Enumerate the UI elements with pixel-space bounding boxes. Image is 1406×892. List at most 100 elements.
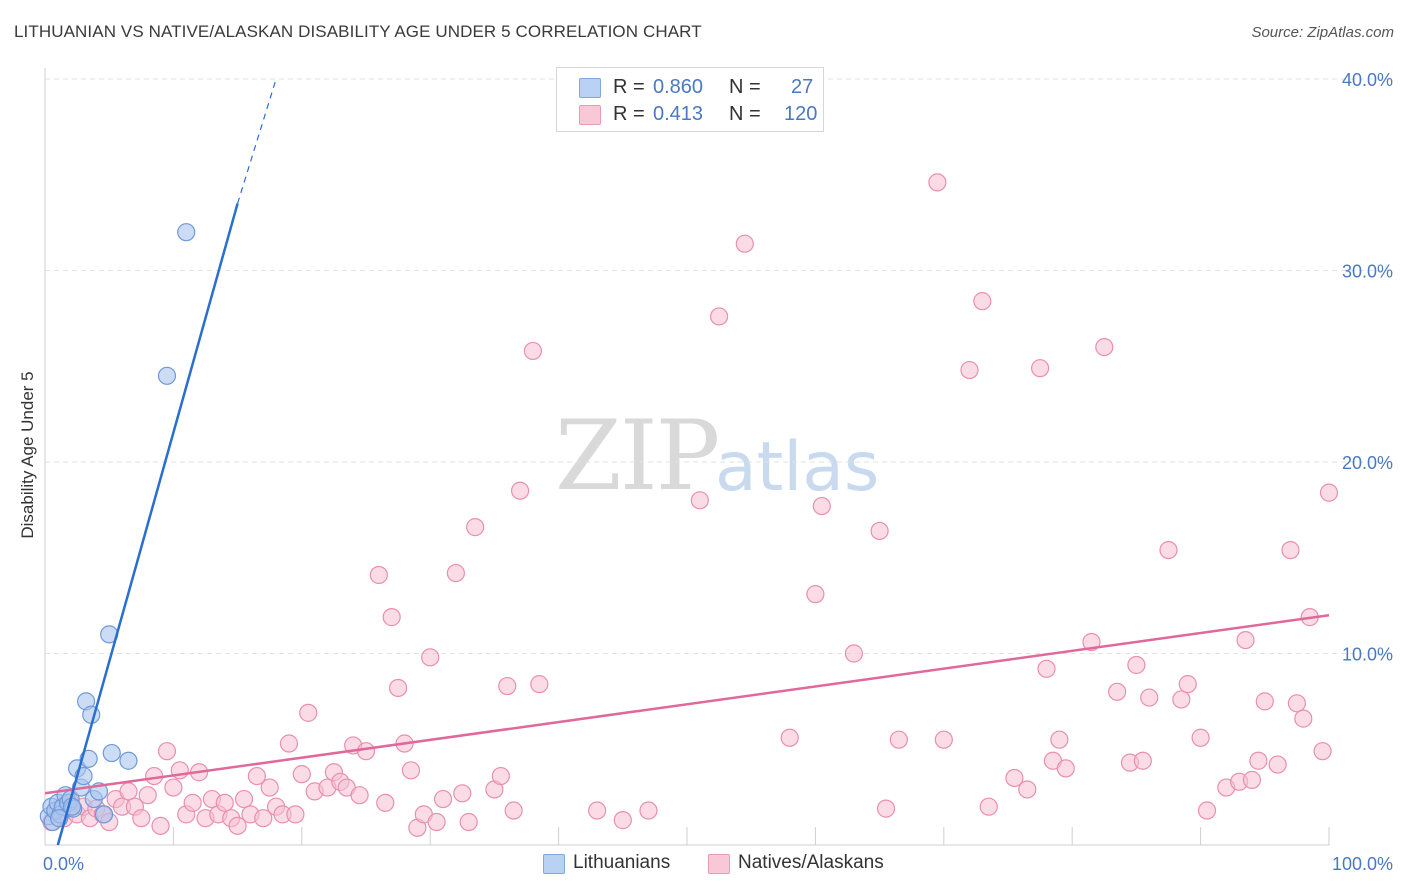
data-point-native-alaskan bbox=[1030, 359, 1050, 378]
data-point-native-alaskan bbox=[1127, 655, 1146, 675]
data-point-native-alaskan bbox=[1287, 694, 1307, 713]
data-point-native-alaskan bbox=[1236, 630, 1255, 650]
legend-n-value: 120 bbox=[784, 103, 818, 125]
data-point-native-alaskan bbox=[382, 608, 401, 627]
data-point-native-alaskan bbox=[709, 307, 729, 326]
data-point-native-alaskan bbox=[1249, 751, 1268, 770]
data-point-native-alaskan bbox=[427, 812, 446, 832]
trend-line-natives bbox=[44, 613, 1330, 795]
data-point-native-alaskan bbox=[350, 786, 369, 805]
data-point-native-alaskan bbox=[973, 292, 992, 311]
natives-alaskans-points bbox=[42, 173, 1339, 837]
data-point-native-alaskan bbox=[780, 728, 799, 747]
data-point-native-alaskan bbox=[510, 481, 530, 500]
data-point-native-alaskan bbox=[1133, 751, 1152, 770]
data-point-native-alaskan bbox=[234, 789, 254, 809]
data-point-native-alaskan bbox=[119, 782, 138, 801]
data-point-native-alaskan bbox=[934, 730, 953, 749]
data-point-native-alaskan bbox=[1159, 540, 1178, 560]
data-point-native-alaskan bbox=[1095, 338, 1114, 357]
data-point-native-alaskan bbox=[1140, 688, 1159, 707]
data-point-lithuanian bbox=[119, 751, 138, 770]
data-point-native-alaskan bbox=[459, 812, 478, 832]
source-credit: Source: ZipAtlas.com bbox=[1251, 24, 1394, 41]
data-point-native-alaskan bbox=[639, 801, 658, 820]
data-point-native-alaskan bbox=[164, 778, 183, 797]
data-point-native-alaskan bbox=[466, 518, 485, 537]
data-point-native-alaskan bbox=[530, 675, 549, 694]
data-point-native-alaskan bbox=[1294, 709, 1313, 728]
legend-swatch-pink bbox=[579, 105, 601, 125]
trend-line-lithuanians bbox=[56, 203, 239, 846]
trend-line-lithuanians-extension bbox=[237, 78, 277, 204]
data-point-native-alaskan bbox=[960, 360, 979, 380]
data-point-native-alaskan bbox=[389, 678, 408, 698]
watermark-zip: ZIP bbox=[555, 400, 720, 512]
data-point-native-alaskan bbox=[690, 491, 709, 510]
legend-swatch-pink bbox=[708, 854, 730, 874]
y-tick-label: 10.0% bbox=[1342, 645, 1393, 665]
legend-label-natives: Natives/Alaskans bbox=[738, 852, 884, 873]
data-point-native-alaskan bbox=[928, 173, 947, 192]
watermark-atlas: atlas bbox=[715, 428, 880, 507]
data-point-native-alaskan bbox=[260, 778, 279, 797]
axis-labels: 10.0% 20.0% 30.0% 40.0% 0.0% 100.0% Disability… bbox=[18, 70, 1393, 874]
y-tick-label: 30.0% bbox=[1342, 262, 1393, 282]
legend-n-value: 27 bbox=[791, 76, 814, 98]
data-point-lithuanian bbox=[157, 366, 177, 385]
data-point-lithuanian bbox=[177, 223, 196, 242]
data-point-native-alaskan bbox=[401, 761, 421, 780]
data-point-native-alaskan bbox=[1191, 728, 1210, 747]
data-point-native-alaskan bbox=[1172, 690, 1191, 709]
grid-lines bbox=[45, 78, 1390, 654]
data-point-native-alaskan bbox=[735, 234, 754, 253]
data-point-native-alaskan bbox=[292, 765, 311, 784]
data-point-native-alaskan bbox=[453, 784, 472, 803]
x-tick-label: 100.0% bbox=[1332, 854, 1393, 874]
data-point-native-alaskan bbox=[1242, 770, 1262, 789]
data-point-native-alaskan bbox=[286, 805, 305, 824]
data-point-native-alaskan bbox=[876, 799, 896, 818]
lithuanians-points bbox=[39, 223, 196, 832]
data-point-native-alaskan bbox=[183, 793, 202, 812]
correlation-legend: R = 0.860 N = 27 R = 0.413 N = 120 bbox=[556, 67, 824, 132]
data-point-native-alaskan bbox=[446, 563, 465, 583]
data-point-native-alaskan bbox=[870, 521, 889, 541]
data-point-native-alaskan bbox=[369, 565, 388, 585]
data-point-native-alaskan bbox=[151, 816, 170, 835]
data-point-native-alaskan bbox=[1178, 675, 1197, 694]
data-point-native-alaskan bbox=[1268, 755, 1287, 774]
data-point-native-alaskan bbox=[1197, 801, 1217, 820]
data-point-native-alaskan bbox=[299, 703, 318, 722]
data-point-lithuanian bbox=[102, 743, 121, 763]
legend-r-value: 0.413 bbox=[653, 103, 704, 125]
data-point-native-alaskan bbox=[1255, 692, 1274, 711]
data-point-native-alaskan bbox=[215, 793, 234, 812]
data-point-native-alaskan bbox=[376, 793, 395, 812]
data-point-native-alaskan bbox=[1018, 780, 1037, 799]
data-point-native-alaskan bbox=[523, 341, 543, 361]
data-point-native-alaskan bbox=[1050, 730, 1069, 749]
data-point-native-alaskan bbox=[132, 809, 151, 828]
legend-swatch-blue bbox=[543, 854, 565, 874]
data-point-native-alaskan bbox=[157, 742, 177, 761]
legend-r-label: R = bbox=[613, 76, 645, 98]
data-point-native-alaskan bbox=[433, 789, 453, 809]
y-tick-label: 20.0% bbox=[1342, 453, 1393, 473]
data-point-native-alaskan bbox=[806, 585, 825, 604]
trend-lines bbox=[44, 78, 1330, 846]
data-point-native-alaskan bbox=[1108, 682, 1127, 701]
data-point-native-alaskan bbox=[504, 801, 523, 820]
legend-r-label: R = bbox=[613, 103, 645, 125]
data-point-native-alaskan bbox=[247, 766, 266, 786]
data-point-native-alaskan bbox=[1082, 632, 1101, 652]
data-point-native-alaskan bbox=[1037, 659, 1056, 678]
legend-n-label: N = bbox=[729, 103, 761, 125]
data-point-native-alaskan bbox=[356, 742, 376, 761]
data-point-native-alaskan bbox=[138, 786, 157, 805]
data-point-lithuanian bbox=[94, 805, 114, 824]
data-point-native-alaskan bbox=[1313, 742, 1332, 761]
data-point-native-alaskan bbox=[279, 734, 299, 753]
y-axis-label: Disability Age Under 5 bbox=[18, 371, 37, 538]
